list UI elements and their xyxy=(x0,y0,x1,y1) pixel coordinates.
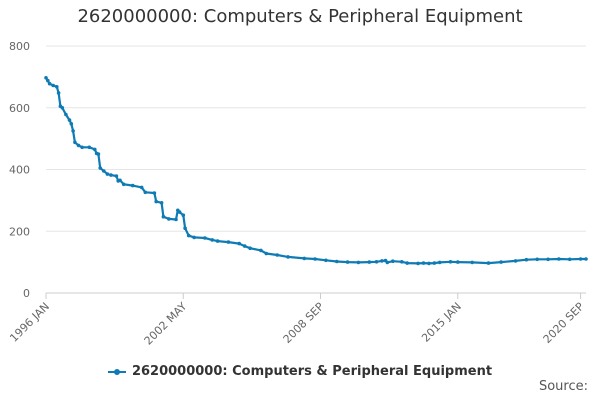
chart-title: 2620000000: Computers & Peripheral Equip… xyxy=(77,6,523,27)
data-point xyxy=(405,261,410,265)
data-point xyxy=(535,257,539,262)
data-point xyxy=(96,152,101,156)
data-point xyxy=(286,255,290,259)
data-point xyxy=(192,235,196,240)
data-point xyxy=(421,261,426,265)
series-line xyxy=(45,77,586,265)
data-point xyxy=(557,257,561,261)
legend[interactable]: 2620000000: Computers & Peripheral Equip… xyxy=(0,364,600,379)
data-point xyxy=(47,81,52,86)
data-point xyxy=(183,226,187,230)
data-point xyxy=(55,85,59,89)
data-point xyxy=(102,169,106,173)
x-tick-label: 2002 MAY xyxy=(142,300,190,348)
data-point xyxy=(400,260,404,264)
source-label: Source: xyxy=(538,379,588,394)
data-point xyxy=(69,122,74,126)
data-point xyxy=(259,248,263,253)
data-point xyxy=(302,256,307,261)
data-point xyxy=(324,258,328,263)
y-tick-label: 800 xyxy=(9,40,30,53)
data-point xyxy=(121,182,126,187)
data-point xyxy=(524,257,529,262)
data-point xyxy=(313,257,317,261)
data-point xyxy=(98,166,102,170)
data-point xyxy=(76,143,81,148)
data-point xyxy=(567,257,572,262)
data-point xyxy=(51,83,55,88)
data-point xyxy=(161,214,166,219)
data-point xyxy=(584,257,588,261)
data-point xyxy=(203,236,207,240)
data-point xyxy=(56,91,61,95)
data-point xyxy=(186,233,191,238)
data-point xyxy=(486,261,491,265)
x-tick-label: 2015 JAN xyxy=(419,300,464,345)
data-point xyxy=(73,140,77,145)
data-point xyxy=(60,106,65,110)
data-point xyxy=(109,173,113,177)
y-tick-label: 400 xyxy=(9,164,30,177)
y-tick-label: 200 xyxy=(9,225,30,238)
data-point xyxy=(210,238,214,242)
data-point xyxy=(105,172,110,176)
data-point xyxy=(248,246,252,250)
data-point xyxy=(385,260,390,265)
y-tick-label: 0 xyxy=(23,287,30,300)
legend-label: 2620000000: Computers & Peripheral Equip… xyxy=(131,364,493,379)
data-point xyxy=(64,112,68,117)
data-point xyxy=(335,259,339,264)
data-point xyxy=(152,191,157,195)
data-point xyxy=(114,174,119,178)
x-tick-label: 2020 SEP xyxy=(541,300,587,346)
data-point xyxy=(67,118,72,122)
data-point xyxy=(226,240,231,244)
data-point xyxy=(167,217,171,221)
data-point xyxy=(174,217,178,222)
data-point xyxy=(578,257,583,261)
data-point xyxy=(470,260,475,265)
data-point xyxy=(374,260,379,264)
data-point xyxy=(448,260,453,264)
data-point xyxy=(71,129,75,133)
data-point xyxy=(345,260,350,264)
data-point xyxy=(154,199,158,204)
legend-swatch xyxy=(107,368,126,375)
data-point xyxy=(380,259,384,263)
data-point xyxy=(177,210,182,214)
data-point xyxy=(181,213,186,217)
y-tick-label: 600 xyxy=(9,102,30,115)
data-point xyxy=(159,201,164,205)
x-tick-label: 1996 JAN xyxy=(7,300,52,345)
data-point xyxy=(367,260,372,264)
data-point xyxy=(456,260,460,264)
data-point xyxy=(275,253,280,257)
data-point xyxy=(391,259,395,264)
data-point xyxy=(356,260,361,265)
data-point xyxy=(427,261,431,266)
data-point xyxy=(237,241,241,246)
data-point xyxy=(46,78,50,83)
x-tick-label: 2008 SEP xyxy=(281,300,327,346)
data-point xyxy=(242,244,247,248)
data-point xyxy=(139,185,144,190)
data-point xyxy=(513,259,518,263)
data-point xyxy=(416,261,420,266)
data-point xyxy=(215,239,220,243)
data-point xyxy=(93,147,97,152)
data-point xyxy=(432,261,437,265)
data-point xyxy=(499,260,503,264)
data-point xyxy=(143,190,148,195)
data-point xyxy=(80,145,84,150)
data-point xyxy=(118,178,122,183)
data-point xyxy=(87,145,92,150)
data-point xyxy=(44,76,48,80)
data-point xyxy=(264,251,269,256)
data-point xyxy=(130,183,135,188)
data-point xyxy=(437,260,442,265)
data-point xyxy=(546,257,550,262)
